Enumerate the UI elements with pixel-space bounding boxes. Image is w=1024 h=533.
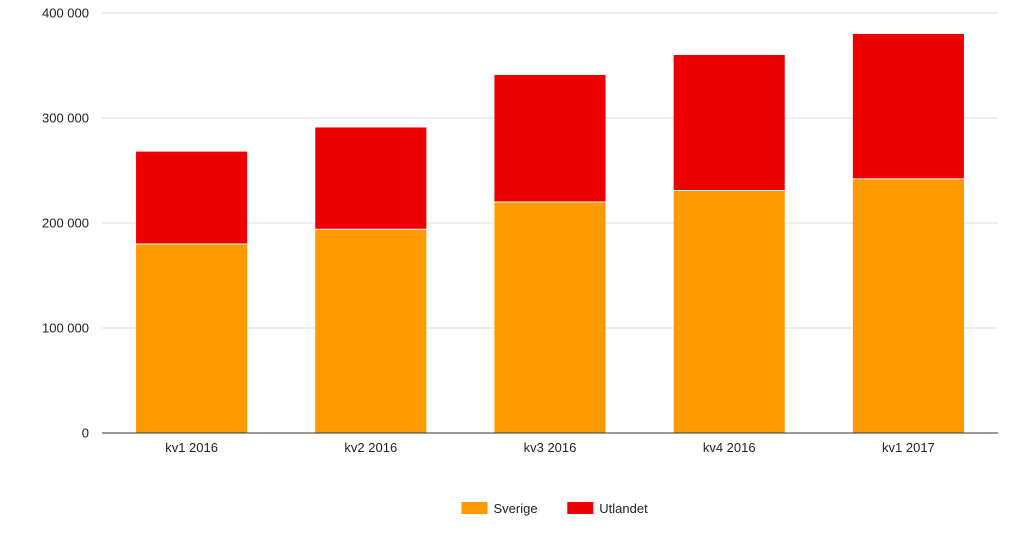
- legend-swatch: [567, 502, 594, 514]
- bar-sverige-kv2-2016: [315, 229, 427, 433]
- legend-item-sverige: Sverige: [461, 501, 538, 516]
- y-tick-label: 200 000: [42, 216, 89, 231]
- bar-utlandet-kv4-2016: [673, 55, 785, 191]
- bar-utlandet-kv3-2016: [494, 74, 606, 202]
- bar-sverige-kv3-2016: [494, 202, 606, 433]
- legend: Sverige Utlandet: [461, 501, 648, 516]
- bar-sverige-kv1-2017: [852, 178, 964, 433]
- x-axis-ticks: kv1 2016 kv2 2016 kv3 2016 kv4 2016 kv1 2017: [165, 440, 935, 455]
- bar-utlandet-kv2-2016: [315, 127, 427, 230]
- bar-sverige-kv1-2016: [136, 244, 248, 433]
- y-tick-label: 0: [82, 426, 89, 441]
- legend-label: Utlandet: [599, 501, 648, 516]
- y-tick-label: 400 000: [42, 6, 89, 21]
- bar-utlandet-kv1-2016: [136, 151, 248, 244]
- legend-label: Sverige: [494, 501, 538, 516]
- y-tick-label: 100 000: [42, 321, 89, 336]
- x-tick-label: kv2 2016: [344, 440, 397, 455]
- x-tick-label: kv3 2016: [524, 440, 577, 455]
- legend-swatch: [461, 502, 488, 514]
- y-axis-ticks: 0 100 000 200 000 300 000 400 000: [42, 6, 89, 441]
- bar-utlandet-kv1-2017: [852, 34, 964, 179]
- bar-sverige-kv4-2016: [673, 190, 785, 433]
- x-tick-label: kv1 2016: [165, 440, 218, 455]
- bars: [136, 34, 964, 433]
- x-tick-label: kv4 2016: [703, 440, 756, 455]
- legend-item-utlandet: Utlandet: [567, 501, 648, 516]
- y-tick-label: 300 000: [42, 111, 89, 126]
- x-tick-label: kv1 2017: [882, 440, 935, 455]
